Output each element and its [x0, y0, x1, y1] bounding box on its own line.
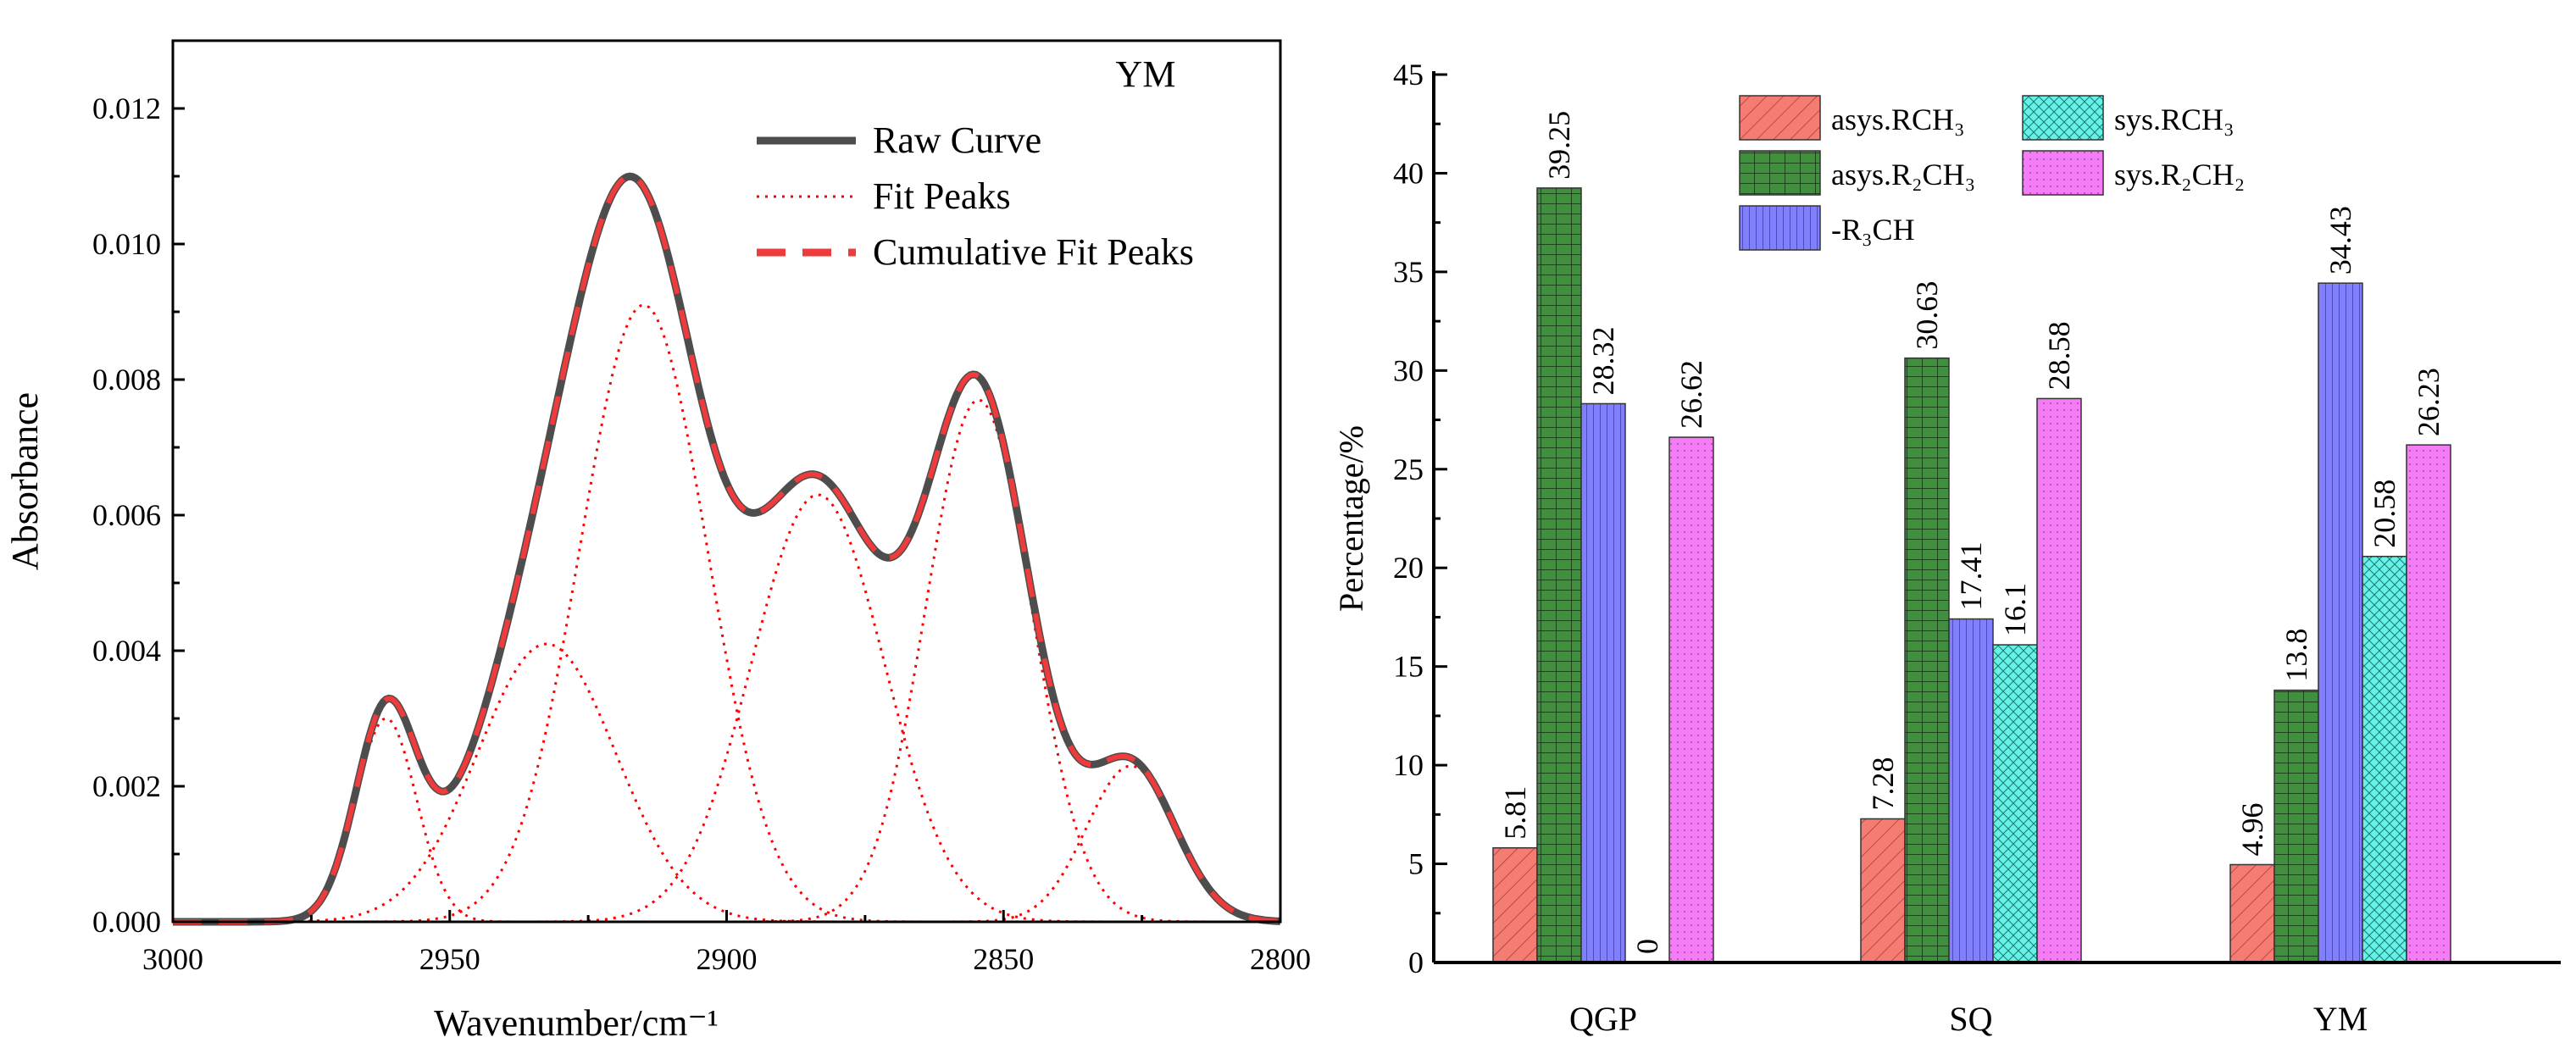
- bar-value-label: 39.25: [1542, 111, 1576, 180]
- legend-label-3: -R₃CH: [1831, 213, 1915, 247]
- curves: [173, 172, 1281, 926]
- x-tick-label: 2950: [419, 942, 480, 976]
- sample-annotation: YM: [1116, 53, 1176, 95]
- legend-label-5: sys.R₂CH₂: [2114, 158, 2245, 191]
- legend: Raw Curve Fit Peaks Cumulative Fit Peaks: [757, 119, 1194, 273]
- axes: QGP SQ YM 0 5 10 15 20 25 30 35 40 45: [1393, 58, 2561, 1038]
- bar-SQ-1: [1860, 818, 1906, 963]
- y-tick-label: 35: [1393, 255, 1424, 289]
- legend-swatch-2: [1739, 150, 1821, 196]
- bar-value-label: 26.23: [2412, 368, 2446, 436]
- bar-QGP-5: [1668, 436, 1714, 963]
- y-tick-label: 30: [1393, 353, 1424, 387]
- bar-value-label: 7.28: [1866, 757, 1900, 810]
- bar-QGP-1: [1492, 846, 1538, 963]
- axis-ticks: 3000 2950 2900 2850 2800 0.000 0.002 0.004 0.006…: [92, 39, 1311, 976]
- bar-value-label: 0: [1630, 939, 1664, 954]
- bar-SQ-3: [1948, 618, 1994, 963]
- bar-value-label: 20.58: [2368, 480, 2401, 548]
- bar-value-label: 4.96: [2235, 802, 2269, 856]
- y-tick-label: 45: [1393, 58, 1424, 92]
- bar-value-label: 16.1: [1998, 583, 2032, 636]
- x-tick-label: 3000: [142, 942, 203, 976]
- y-tick-label: 0.006: [92, 498, 161, 532]
- legend-label-4: sys.RCH₃: [2114, 103, 2235, 136]
- y-tick-label: 10: [1393, 748, 1424, 782]
- bar-value-label: 30.63: [1910, 281, 1944, 350]
- y-tick-label: 0.000: [92, 905, 161, 939]
- y-tick-label: 0.008: [92, 363, 161, 397]
- bar-QGP-2: [1536, 187, 1582, 963]
- bar-SQ-2: [1904, 357, 1950, 963]
- y-tick-label: 0: [1408, 946, 1424, 979]
- x-category-label: QGP: [1569, 1000, 1637, 1038]
- bar-QGP-3: [1580, 402, 1626, 963]
- bar-value-label: 26.62: [1674, 360, 1708, 429]
- y-tick-label: 25: [1393, 452, 1424, 486]
- bar-value-label: 28.58: [2042, 321, 2076, 390]
- bar-value-label: 13.8: [2279, 629, 2313, 682]
- legend-fit-peaks-label: Fit Peaks: [873, 175, 1011, 217]
- raw-curve: [173, 172, 1281, 926]
- y-tick-label: 0.012: [92, 92, 161, 125]
- legend-swatch-4: [2022, 95, 2104, 141]
- y-tick-label: 20: [1393, 551, 1424, 585]
- y-tick-label: 5: [1408, 847, 1424, 881]
- bar-value-label: 17.41: [1954, 542, 1988, 611]
- bar-YM-2: [2273, 689, 2319, 963]
- bar-YM-1: [2229, 863, 2275, 963]
- bar-SQ-4: [1992, 644, 2038, 963]
- y-tick-label: 40: [1393, 156, 1424, 190]
- bar-YM-3: [2318, 282, 2363, 963]
- percentage-bar-chart: 5.81 39.25 28.32 0 26.62 7.28 30.63 17.41 16.1 28…: [1332, 58, 2561, 1038]
- bar-YM-4: [2362, 555, 2407, 963]
- bar-SQ-5: [2036, 397, 2082, 963]
- absorbance-chart: 3000 2950 2900 2850 2800 0.000 0.002 0.004 0.006…: [4, 39, 1311, 1044]
- x-category-label: SQ: [1949, 1000, 1992, 1038]
- legend-cumulative-label: Cumulative Fit Peaks: [873, 231, 1194, 273]
- fit-peak-2: [173, 642, 1280, 924]
- y-axis-title: Absorbance: [4, 392, 46, 570]
- x-category-label: YM: [2313, 1000, 2368, 1038]
- x-axis-title: Wavenumber/cm⁻¹: [434, 1002, 719, 1044]
- y-axis-title: Percentage/%: [1332, 425, 1370, 612]
- x-tick-label: 2900: [697, 942, 758, 976]
- fit-peak-3: [173, 303, 1280, 924]
- x-tick-label: 2850: [973, 942, 1034, 976]
- x-tick-label: 2800: [1250, 942, 1311, 976]
- y-tick-label: 0.010: [92, 227, 161, 261]
- bar-YM-5: [2406, 444, 2451, 963]
- bar-value-label: 34.43: [2323, 206, 2357, 275]
- legend-label-2: asys.R₂CH₃: [1831, 158, 1975, 191]
- legend-swatch-1: [1739, 95, 1821, 141]
- cumulative-fit-curve: [173, 174, 1281, 924]
- y-tick-label: 0.004: [92, 634, 161, 668]
- y-tick-label: 15: [1393, 650, 1424, 684]
- legend-label-1: asys.RCH₃: [1831, 103, 1965, 136]
- bar-value-label: 5.81: [1498, 786, 1532, 840]
- fit-peak-1: [173, 717, 1280, 924]
- legend-swatch-5: [2022, 150, 2104, 196]
- bar-value-label: 28.32: [1586, 326, 1620, 395]
- bars: 5.81 39.25 28.32 0 26.62 7.28 30.63 17.41 16.1 28…: [1492, 111, 2451, 963]
- legend-raw-curve-label: Raw Curve: [873, 119, 1041, 161]
- legend: asys.RCH₃ asys.R₂CH₃ -R₃CH sys.RCH₃ sys.R₂CH…: [1739, 95, 2245, 251]
- legend-swatch-3: [1739, 205, 1821, 251]
- y-tick-label: 0.002: [92, 769, 161, 803]
